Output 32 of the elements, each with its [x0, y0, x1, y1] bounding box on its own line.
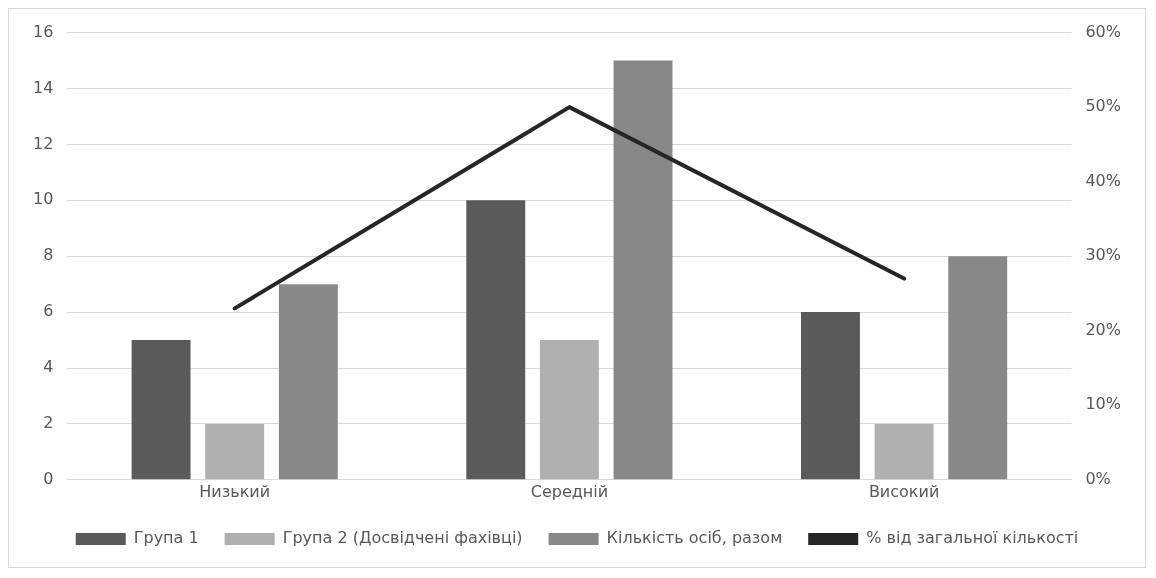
y2-tick-label: 60%	[1085, 21, 1121, 41]
x-tick-label: Середній	[530, 481, 609, 501]
legend-label: Група 1	[133, 528, 199, 548]
y-tick-label: 6	[43, 301, 54, 321]
y2-tick-label: 30%	[1085, 245, 1121, 265]
legend-label: Група 2 (Досвідчені фахівці)	[282, 528, 523, 548]
bar	[613, 60, 673, 480]
y-tick-label: 12	[33, 133, 54, 153]
bar	[205, 423, 265, 480]
y-tick-label: 4	[43, 357, 54, 377]
y2-tick-label: 10%	[1085, 394, 1121, 414]
bar	[278, 284, 338, 480]
bar	[948, 256, 1008, 480]
y-tick-label: 10	[33, 189, 54, 209]
legend-label: % від загальної кількості	[866, 528, 1079, 548]
legend-label: Кількість осіб, разом	[606, 528, 783, 548]
y-tick-label: 8	[43, 245, 54, 265]
y2-tick-label: 50%	[1085, 96, 1121, 116]
bar	[131, 340, 191, 480]
x-tick-label: Низький	[199, 481, 271, 501]
y2-tick-label: 20%	[1085, 319, 1121, 339]
y2-tick-label: 40%	[1085, 170, 1121, 190]
x-tick-label: Високий	[868, 481, 940, 501]
bar	[801, 312, 860, 480]
y-tick-label: 0	[43, 468, 54, 488]
y2-tick-label: 0%	[1085, 468, 1111, 488]
y-tick-label: 14	[33, 77, 54, 97]
bar	[539, 340, 599, 480]
bar	[874, 423, 934, 480]
bar	[466, 200, 526, 480]
y-tick-label: 2	[43, 413, 54, 433]
y-tick-label: 16	[33, 21, 54, 41]
